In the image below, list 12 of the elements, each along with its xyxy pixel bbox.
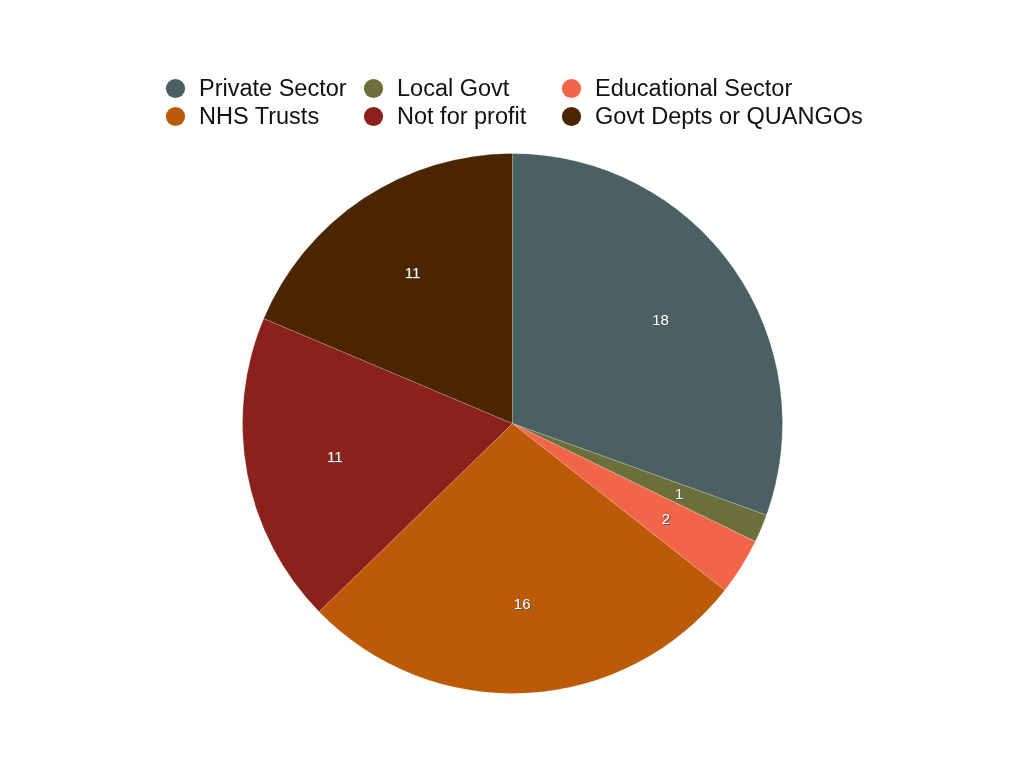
data-label: 1 [674,484,684,502]
legend-label: Educational Sector [595,74,793,102]
legend-label: Not for profit [397,102,528,130]
legend-label: Local Govt [397,74,511,102]
legend-label: Private Sector [199,74,348,102]
data-label: 16 [514,596,532,614]
data-label: 11 [327,449,344,467]
data-label: 18 [652,310,669,328]
legend-label: Govt Depts or QUANGOs [595,102,863,130]
data-label: 11 [404,263,421,281]
legend-label: NHS Trusts [199,102,321,130]
data-label: 2 [661,510,671,528]
